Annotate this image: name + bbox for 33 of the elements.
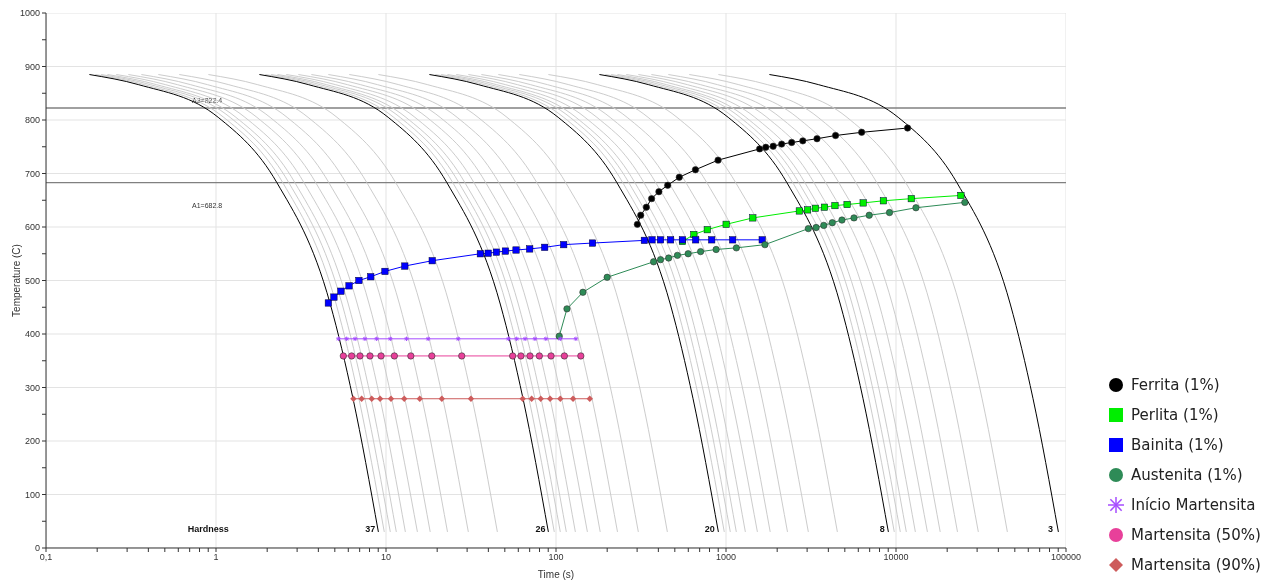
y-tick-label: 500 [24,275,40,286]
y-tick-label: 700 [24,168,40,179]
annotation: 20 [704,524,715,535]
annotation: 8 [879,524,885,535]
y-tick-label: 300 [24,382,40,393]
x-tick-label: 1000 [715,552,737,563]
x-axis-title: Time (s) [537,569,575,580]
y-tick-label: 400 [24,329,40,340]
legend-label: Ferrita (1%) [1131,376,1220,394]
y-tick-label: 200 [24,436,40,447]
annotation: 3 [1047,524,1053,535]
legend-label: Martensita (50%) [1131,526,1261,544]
y-tick-label: 800 [24,115,40,126]
annotation: 37 [365,524,376,535]
x-tick-label: 10 [380,552,392,563]
x-tick-label: 10000 [883,552,909,563]
y-tick-label: 1000 [19,8,40,19]
x-tick-label: 0,1 [39,552,53,563]
legend-label: Início Martensita [1131,496,1256,514]
annotation: Hardness [187,524,229,535]
annotation: 26 [535,524,546,535]
x-tick-label: 100 [548,552,564,563]
legend-label: Perlita (1%) [1131,406,1219,424]
y-tick-label: 0 [34,543,40,554]
y-axis-title: Temperature (C) [10,244,22,317]
legend-label: Austenita (1%) [1131,466,1243,484]
x-tick-label: 1 [213,552,219,563]
legend-label: Bainita (1%) [1131,436,1224,454]
y-tick-label: 900 [24,61,40,72]
x-tick-label: 100000 [1050,552,1082,563]
legend-label: Martensita (90%) [1131,556,1261,574]
y-tick-label: 600 [24,222,40,233]
y-tick-label: 100 [24,489,40,500]
